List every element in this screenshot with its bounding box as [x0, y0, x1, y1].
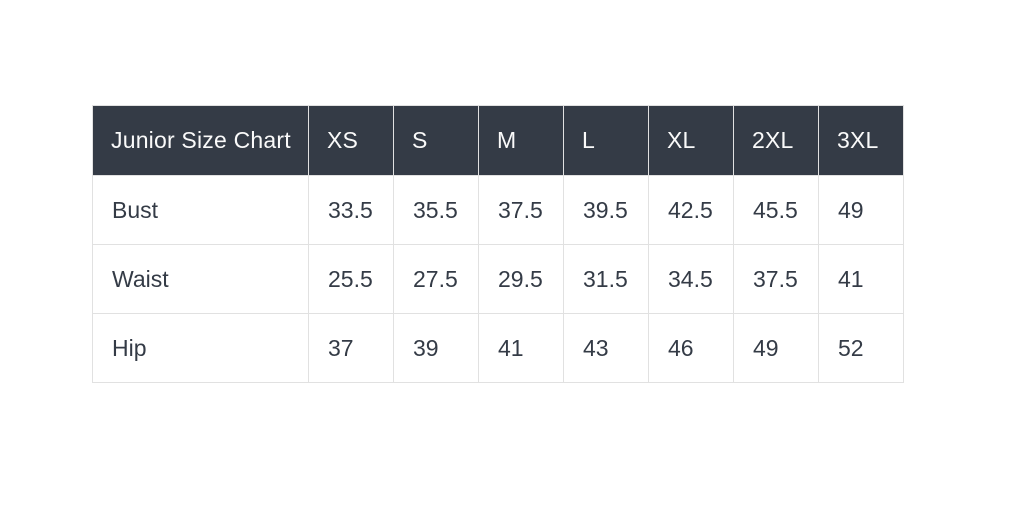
- size-column-header-xs: XS: [308, 105, 394, 176]
- size-value-cell: 52: [818, 313, 904, 383]
- size-value-cell: 39: [393, 313, 479, 383]
- size-column-header-xl: XL: [648, 105, 734, 176]
- size-value-cell: 42.5: [648, 175, 734, 245]
- measurement-label-cell: Bust: [92, 175, 309, 245]
- size-column-header-2xl: 2XL: [733, 105, 819, 176]
- chart-title-header-cell: Junior Size Chart: [92, 105, 309, 176]
- size-value-cell: 25.5: [308, 244, 394, 314]
- size-value-cell: 41: [478, 313, 564, 383]
- table-row-waist: Waist 25.5 27.5 29.5 31.5 34.5 37.5 41: [92, 244, 904, 314]
- size-value-cell: 49: [818, 175, 904, 245]
- size-value-cell: 27.5: [393, 244, 479, 314]
- size-value-cell: 29.5: [478, 244, 564, 314]
- table-row-bust: Bust 33.5 35.5 37.5 39.5 42.5 45.5 49: [92, 175, 904, 245]
- measurement-label-cell: Hip: [92, 313, 309, 383]
- measurement-label-cell: Waist: [92, 244, 309, 314]
- size-chart-header-row: Junior Size Chart XS S M L XL 2XL 3XL: [92, 105, 904, 176]
- table-row-hip: Hip 37 39 41 43 46 49 52: [92, 313, 904, 383]
- size-value-cell: 34.5: [648, 244, 734, 314]
- size-value-cell: 31.5: [563, 244, 649, 314]
- size-value-cell: 45.5: [733, 175, 819, 245]
- size-value-cell: 49: [733, 313, 819, 383]
- size-column-header-l: L: [563, 105, 649, 176]
- junior-size-chart-table: Junior Size Chart XS S M L XL 2XL 3XL Bu…: [92, 105, 904, 383]
- size-column-header-m: M: [478, 105, 564, 176]
- size-value-cell: 46: [648, 313, 734, 383]
- size-column-header-3xl: 3XL: [818, 105, 904, 176]
- size-value-cell: 43: [563, 313, 649, 383]
- size-value-cell: 37.5: [733, 244, 819, 314]
- size-value-cell: 39.5: [563, 175, 649, 245]
- size-value-cell: 37: [308, 313, 394, 383]
- size-value-cell: 33.5: [308, 175, 394, 245]
- size-value-cell: 41: [818, 244, 904, 314]
- size-value-cell: 35.5: [393, 175, 479, 245]
- size-column-header-s: S: [393, 105, 479, 176]
- size-value-cell: 37.5: [478, 175, 564, 245]
